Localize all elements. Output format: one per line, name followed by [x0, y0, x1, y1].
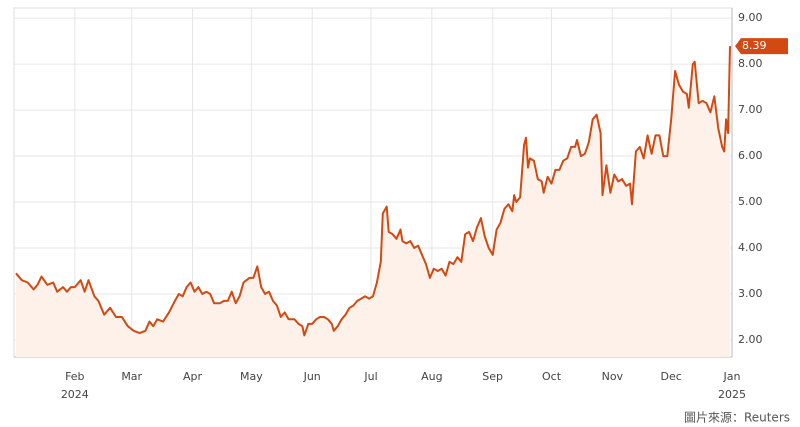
year-label: 2024 [61, 388, 89, 401]
y-tick-label: 4.00 [738, 241, 763, 254]
y-tick-label: 3.00 [738, 287, 763, 300]
x-tick-label: Nov [602, 370, 624, 383]
x-tick-label: Sep [482, 370, 503, 383]
x-tick-label: Feb [65, 370, 84, 383]
last-value-label: 8.39 [742, 39, 767, 52]
y-tick-label: 9.00 [738, 11, 763, 24]
x-tick-label: Apr [183, 370, 203, 383]
x-tick-label: Aug [421, 370, 442, 383]
year-label: 2025 [718, 388, 746, 401]
x-tick-label: Oct [542, 370, 562, 383]
y-tick-label: 6.00 [738, 149, 763, 162]
area [15, 46, 731, 357]
y-tick-label: 2.00 [738, 333, 763, 346]
last-value-box [735, 38, 788, 55]
y-tick-label: 8.00 [738, 57, 763, 70]
x-tick-label: Jun [303, 370, 321, 383]
line [15, 46, 731, 337]
source: 圖片來源：Reuters [684, 411, 790, 425]
x-tick-label: Dec [661, 370, 682, 383]
x-tick-label: Jan [723, 370, 741, 383]
y-tick-label: 5.00 [738, 195, 763, 208]
x-tick-label: Mar [121, 370, 142, 383]
x-tick-label: Jul [363, 370, 377, 383]
x-tick-label: May [240, 370, 263, 383]
y-tick-label: 7.00 [738, 103, 763, 116]
